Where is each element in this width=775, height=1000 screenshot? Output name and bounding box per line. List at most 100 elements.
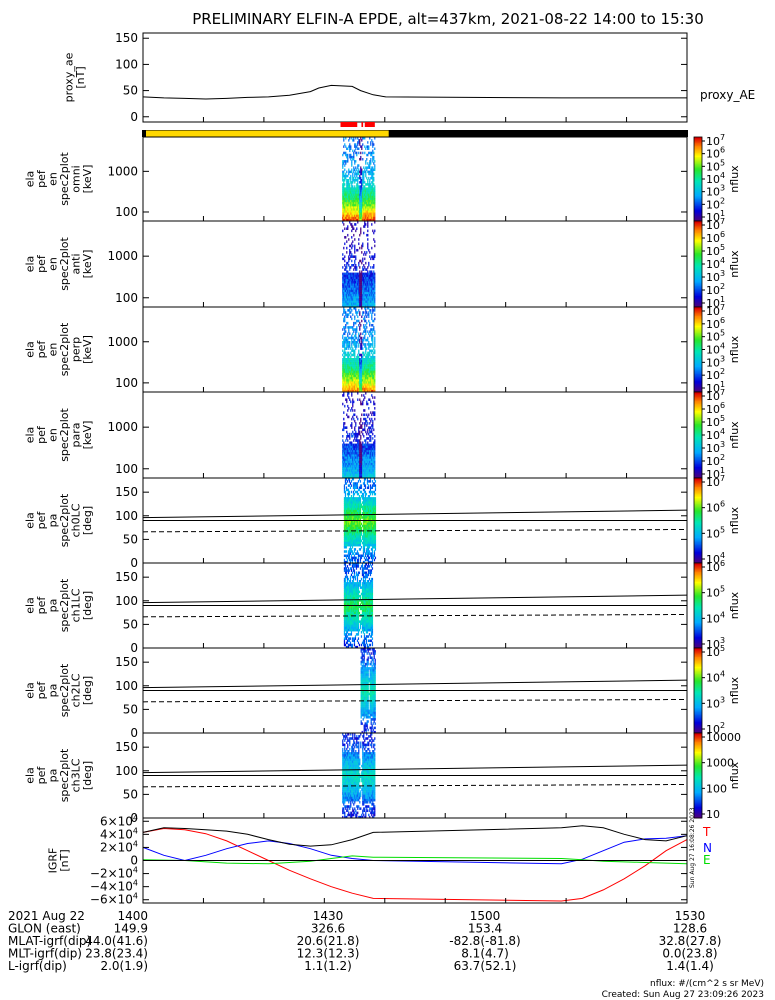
spectrogram-cell: [355, 202, 357, 205]
spectrogram-cell: [360, 155, 362, 159]
spectrogram-cell: [362, 381, 364, 384]
spectrogram-cell: [373, 214, 375, 218]
spectrogram-cell: [374, 458, 376, 462]
colorbar-segment: [694, 429, 702, 432]
spectrogram-cell: [366, 458, 368, 462]
spectrogram-cell: [364, 370, 366, 374]
spectrogram-cell: [358, 296, 360, 299]
spectrogram-cell: [345, 298, 347, 301]
spectrogram-cell: [365, 206, 367, 209]
spectrogram-cell: [362, 289, 364, 293]
spectrogram-cell: [370, 218, 372, 222]
colorbar-segment: [694, 459, 702, 462]
colorbar-label: nflux: [728, 335, 741, 363]
spectrogram-cell: [349, 524, 352, 528]
spectrogram-cell: [361, 302, 363, 306]
spectrogram-cell: [344, 611, 347, 615]
spectrogram-cell: [367, 296, 369, 299]
spectrogram-cell: [369, 345, 371, 348]
spectrogram-cell: [355, 170, 357, 174]
spectrogram-cell: [359, 259, 361, 263]
spectrogram-cell: [345, 274, 347, 278]
spectrogram-cell: [362, 541, 365, 545]
spectrogram-cell: [354, 285, 356, 289]
spectrogram-cell: [355, 311, 357, 314]
spectrogram-cell: [356, 372, 358, 376]
spectrogram-cell: [366, 456, 368, 460]
spectrogram-cell: [366, 518, 369, 521]
spectrogram-cell: [343, 394, 345, 397]
spectrogram-cell: [372, 302, 374, 306]
spectrogram-cell: [352, 197, 354, 201]
spectrogram-cell: [348, 594, 351, 598]
spectrogram-cell: [369, 552, 372, 555]
spectrogram-cell: [352, 283, 354, 286]
spectrogram-cell: [357, 179, 359, 182]
colorbar-segment: [694, 274, 702, 276]
spectrogram-cell: [357, 556, 360, 560]
spectrogram-cell: [366, 512, 369, 515]
spectrogram-cell: [367, 300, 369, 304]
spectrogram-cell: [345, 212, 347, 216]
panel-frame: [142, 391, 688, 479]
spectrogram-cell: [355, 332, 357, 336]
spectrogram-cell: [347, 343, 349, 346]
spectrogram-cell: [368, 206, 370, 209]
spectrogram-cell: [346, 590, 349, 594]
spectrogram-cell: [353, 336, 355, 340]
spectrogram-cell: [368, 379, 370, 382]
spectrogram-cell: [367, 377, 369, 380]
spectrogram-cell: [367, 233, 369, 237]
spectrogram-cell: [345, 607, 348, 611]
spectrogram-cell: [365, 174, 367, 178]
spectrogram-cell: [360, 218, 362, 222]
spectrogram-cell: [372, 208, 374, 211]
spectrogram-cell: [343, 181, 345, 184]
spectrogram-cell: [344, 366, 346, 370]
spectrogram-cell: [344, 445, 346, 449]
colorbar-segment: [694, 389, 702, 392]
spectrogram-cell: [351, 276, 353, 280]
spectrogram-cell: [368, 287, 370, 291]
colorbar-segment: [694, 489, 702, 492]
spectrogram-cell: [359, 266, 361, 269]
spectrogram-cell: [373, 309, 375, 312]
spectrogram-cell: [348, 537, 351, 541]
spectrogram-cell: [368, 300, 370, 304]
spectrogram-cell: [357, 368, 359, 372]
spectrogram-cell: [362, 283, 364, 286]
spectrogram-cell: [355, 347, 357, 350]
spectrogram-cell: [343, 272, 345, 276]
spectrogram-cell: [374, 497, 377, 500]
spectrogram-cell: [344, 567, 347, 570]
spectrogram-cell: [366, 447, 368, 451]
spectrogram-cell: [374, 377, 376, 380]
spectrogram-cell: [373, 176, 375, 180]
spectrogram-cell: [355, 283, 357, 286]
spectrogram-cell: [349, 274, 351, 278]
spectrogram-cell: [373, 514, 376, 517]
spectrogram-cell: [372, 411, 374, 414]
spectrogram-cell: [361, 505, 364, 509]
spectrogram-cell: [353, 272, 355, 276]
spectrogram-cell: [369, 324, 371, 327]
spectrogram-cell: [362, 158, 364, 161]
spectrogram-cell: [356, 300, 358, 304]
spectrogram-cell: [366, 450, 368, 453]
spectrogram-cell: [342, 334, 344, 338]
spectrogram-cell: [356, 200, 358, 203]
spectrogram-cell: [351, 168, 353, 171]
spectrogram-cell: [342, 210, 344, 213]
spectrogram-cell: [349, 609, 352, 613]
spectrogram-cell: [343, 475, 345, 479]
spectrogram-cell: [365, 430, 367, 434]
spectrogram-cell: [361, 172, 363, 176]
spectrogram-cell: [370, 539, 373, 543]
colorbar-segment: [694, 295, 702, 298]
spectrogram-cell: [345, 189, 347, 192]
spectrogram-cell: [359, 505, 362, 509]
spectrogram-cell: [353, 204, 355, 207]
spectrogram-cell: [366, 204, 368, 207]
spectrogram-cell: [367, 274, 369, 278]
spectrogram-cell: [371, 526, 374, 530]
